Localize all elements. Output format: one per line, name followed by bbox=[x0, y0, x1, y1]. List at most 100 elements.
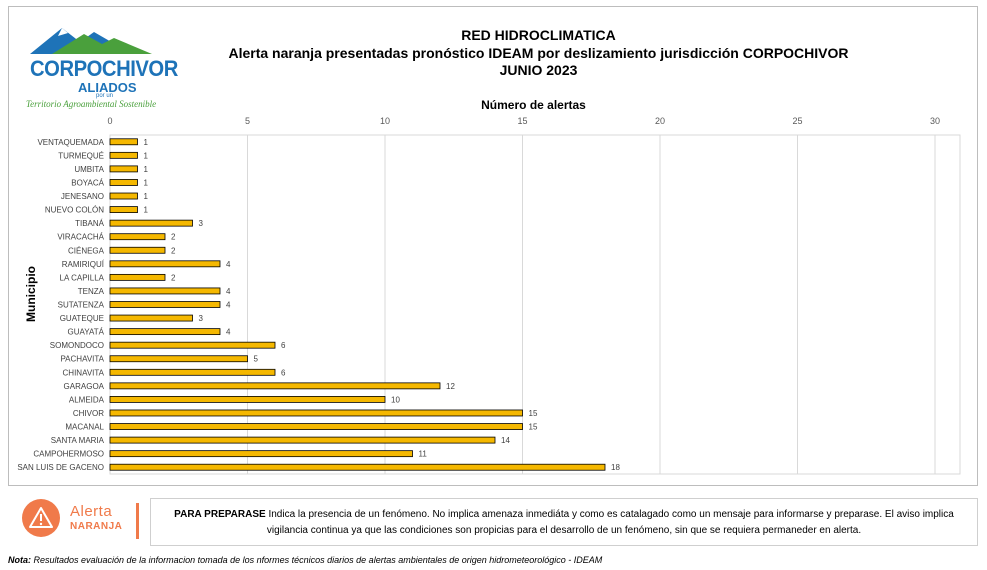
y-tick-label: GARAGOA bbox=[64, 382, 105, 391]
x-tick-label: 30 bbox=[930, 116, 940, 126]
data-label: 4 bbox=[226, 260, 231, 269]
bar bbox=[109, 423, 523, 430]
bar bbox=[109, 273, 166, 281]
data-label: 1 bbox=[144, 178, 149, 187]
footnote-label: Nota: bbox=[8, 555, 31, 565]
data-label: 6 bbox=[281, 341, 286, 350]
y-tick-label: BOYACÁ bbox=[71, 178, 104, 187]
data-label: 1 bbox=[144, 151, 149, 160]
bar bbox=[109, 368, 276, 376]
logo-name: CORPOCHIVOR bbox=[30, 56, 178, 81]
y-tick-label: GUATEQUE bbox=[60, 314, 104, 323]
x-axis-title: Número de alertas bbox=[481, 98, 586, 112]
y-tick-label: VIRACACHÁ bbox=[57, 233, 104, 242]
y-tick-label: LA CAPILLA bbox=[60, 273, 105, 282]
bar bbox=[109, 287, 221, 295]
y-tick-label: VENTAQUEMADA bbox=[37, 138, 104, 147]
alert-level: NARANJA bbox=[70, 521, 123, 532]
data-label: 4 bbox=[226, 301, 231, 310]
y-tick-label: GUAYATÁ bbox=[68, 328, 105, 337]
y-tick-label: JENESANO bbox=[61, 192, 104, 201]
y-tick-label: PACHAVITA bbox=[60, 355, 104, 364]
y-tick-label: SAN LUIS DE GACENO bbox=[17, 463, 104, 472]
bar bbox=[109, 328, 221, 336]
data-label: 5 bbox=[254, 355, 259, 364]
bar bbox=[109, 206, 138, 213]
bar bbox=[109, 138, 138, 146]
y-tick-label: SOMONDOCO bbox=[50, 341, 104, 350]
data-label: 2 bbox=[171, 246, 176, 255]
y-tick-label: TIBANÁ bbox=[75, 219, 105, 228]
y-tick-label: UMBITA bbox=[74, 165, 104, 174]
x-tick-label: 0 bbox=[107, 116, 112, 126]
bar bbox=[109, 463, 606, 471]
bar bbox=[109, 341, 276, 349]
data-label: 1 bbox=[144, 138, 149, 147]
x-tick-label: 5 bbox=[245, 116, 250, 126]
data-label: 1 bbox=[144, 206, 149, 215]
bar bbox=[109, 436, 496, 444]
bar bbox=[109, 301, 221, 308]
data-label: 3 bbox=[199, 314, 204, 323]
data-label: 1 bbox=[144, 192, 149, 201]
chart-subtitle: Alerta naranja presentadas pronóstico ID… bbox=[228, 45, 849, 61]
x-tick-label: 20 bbox=[655, 116, 665, 126]
x-tick-label: 10 bbox=[380, 116, 390, 126]
data-label: 3 bbox=[199, 219, 204, 228]
footnote-text: Resultados evaluación de la informacion … bbox=[31, 555, 603, 565]
bar bbox=[109, 355, 248, 363]
data-label: 10 bbox=[391, 395, 400, 404]
report-frame bbox=[8, 6, 978, 486]
y-tick-label: TENZA bbox=[78, 287, 105, 296]
data-label: 12 bbox=[446, 382, 455, 391]
footnote: Nota: Resultados evaluación de la inform… bbox=[8, 555, 602, 565]
data-label: 14 bbox=[501, 436, 510, 445]
y-tick-label: CHINAVITA bbox=[63, 368, 105, 377]
logo-aliados: ALIADOS bbox=[78, 80, 137, 95]
y-tick-label: SANTA MARIA bbox=[51, 436, 105, 445]
bar bbox=[109, 396, 386, 403]
data-label: 15 bbox=[529, 423, 538, 432]
chart-title: RED HIDROCLIMATICA bbox=[461, 27, 616, 43]
alert-description: PARA PREPARASE Indica la presencia de un… bbox=[150, 498, 978, 546]
y-tick-label: CAMPOHERMOSO bbox=[33, 450, 104, 459]
bar bbox=[109, 382, 441, 390]
chart-period: JUNIO 2023 bbox=[499, 62, 578, 78]
data-label: 11 bbox=[419, 450, 428, 459]
y-tick-label: CHIVOR bbox=[73, 409, 104, 418]
y-tick-label: RAMIRIQUÍ bbox=[62, 260, 105, 269]
data-label: 2 bbox=[171, 233, 176, 242]
data-label: 4 bbox=[226, 328, 231, 337]
x-tick-label: 15 bbox=[517, 116, 527, 126]
y-tick-label: TURMEQUÉ bbox=[58, 151, 104, 160]
data-label: 2 bbox=[171, 273, 176, 282]
corpochivor-logo: CORPOCHIVOR ALIADOS por un Territorio Ag… bbox=[22, 18, 178, 110]
bar bbox=[109, 151, 138, 159]
bar bbox=[109, 192, 138, 200]
bar bbox=[109, 246, 166, 254]
alert-lead: PARA PREPARASE bbox=[174, 509, 266, 520]
bar bbox=[109, 409, 523, 417]
alert-text: Indica la presencia de un fenómeno. No i… bbox=[265, 509, 954, 536]
bar bbox=[109, 450, 413, 458]
bar bbox=[109, 314, 193, 322]
logo-tagline: Territorio Agroambiental Sostenible bbox=[26, 99, 157, 109]
y-tick-label: ALMEIDA bbox=[69, 395, 105, 404]
y-tick-label: MACANAL bbox=[65, 423, 104, 432]
alert-word: Alerta bbox=[70, 503, 113, 520]
bar bbox=[109, 179, 138, 186]
data-label: 6 bbox=[281, 368, 286, 377]
alert-divider bbox=[136, 503, 139, 539]
y-tick-label: SUTATENZA bbox=[58, 301, 105, 310]
mountains-icon bbox=[30, 28, 152, 54]
bar bbox=[109, 260, 221, 268]
y-tick-label: CIÉNEGA bbox=[68, 246, 105, 255]
data-label: 18 bbox=[611, 463, 620, 472]
y-tick-label: NUEVO COLÓN bbox=[45, 206, 104, 215]
data-label: 1 bbox=[144, 165, 149, 174]
bar bbox=[109, 165, 138, 173]
bar bbox=[109, 233, 166, 241]
bar bbox=[109, 219, 193, 227]
logo-por-un: por un bbox=[96, 93, 114, 99]
